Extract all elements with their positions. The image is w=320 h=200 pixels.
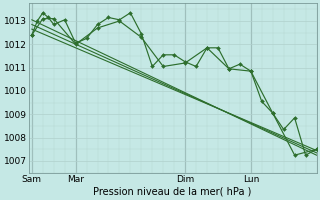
X-axis label: Pression niveau de la mer( hPa ): Pression niveau de la mer( hPa ) — [93, 187, 252, 197]
